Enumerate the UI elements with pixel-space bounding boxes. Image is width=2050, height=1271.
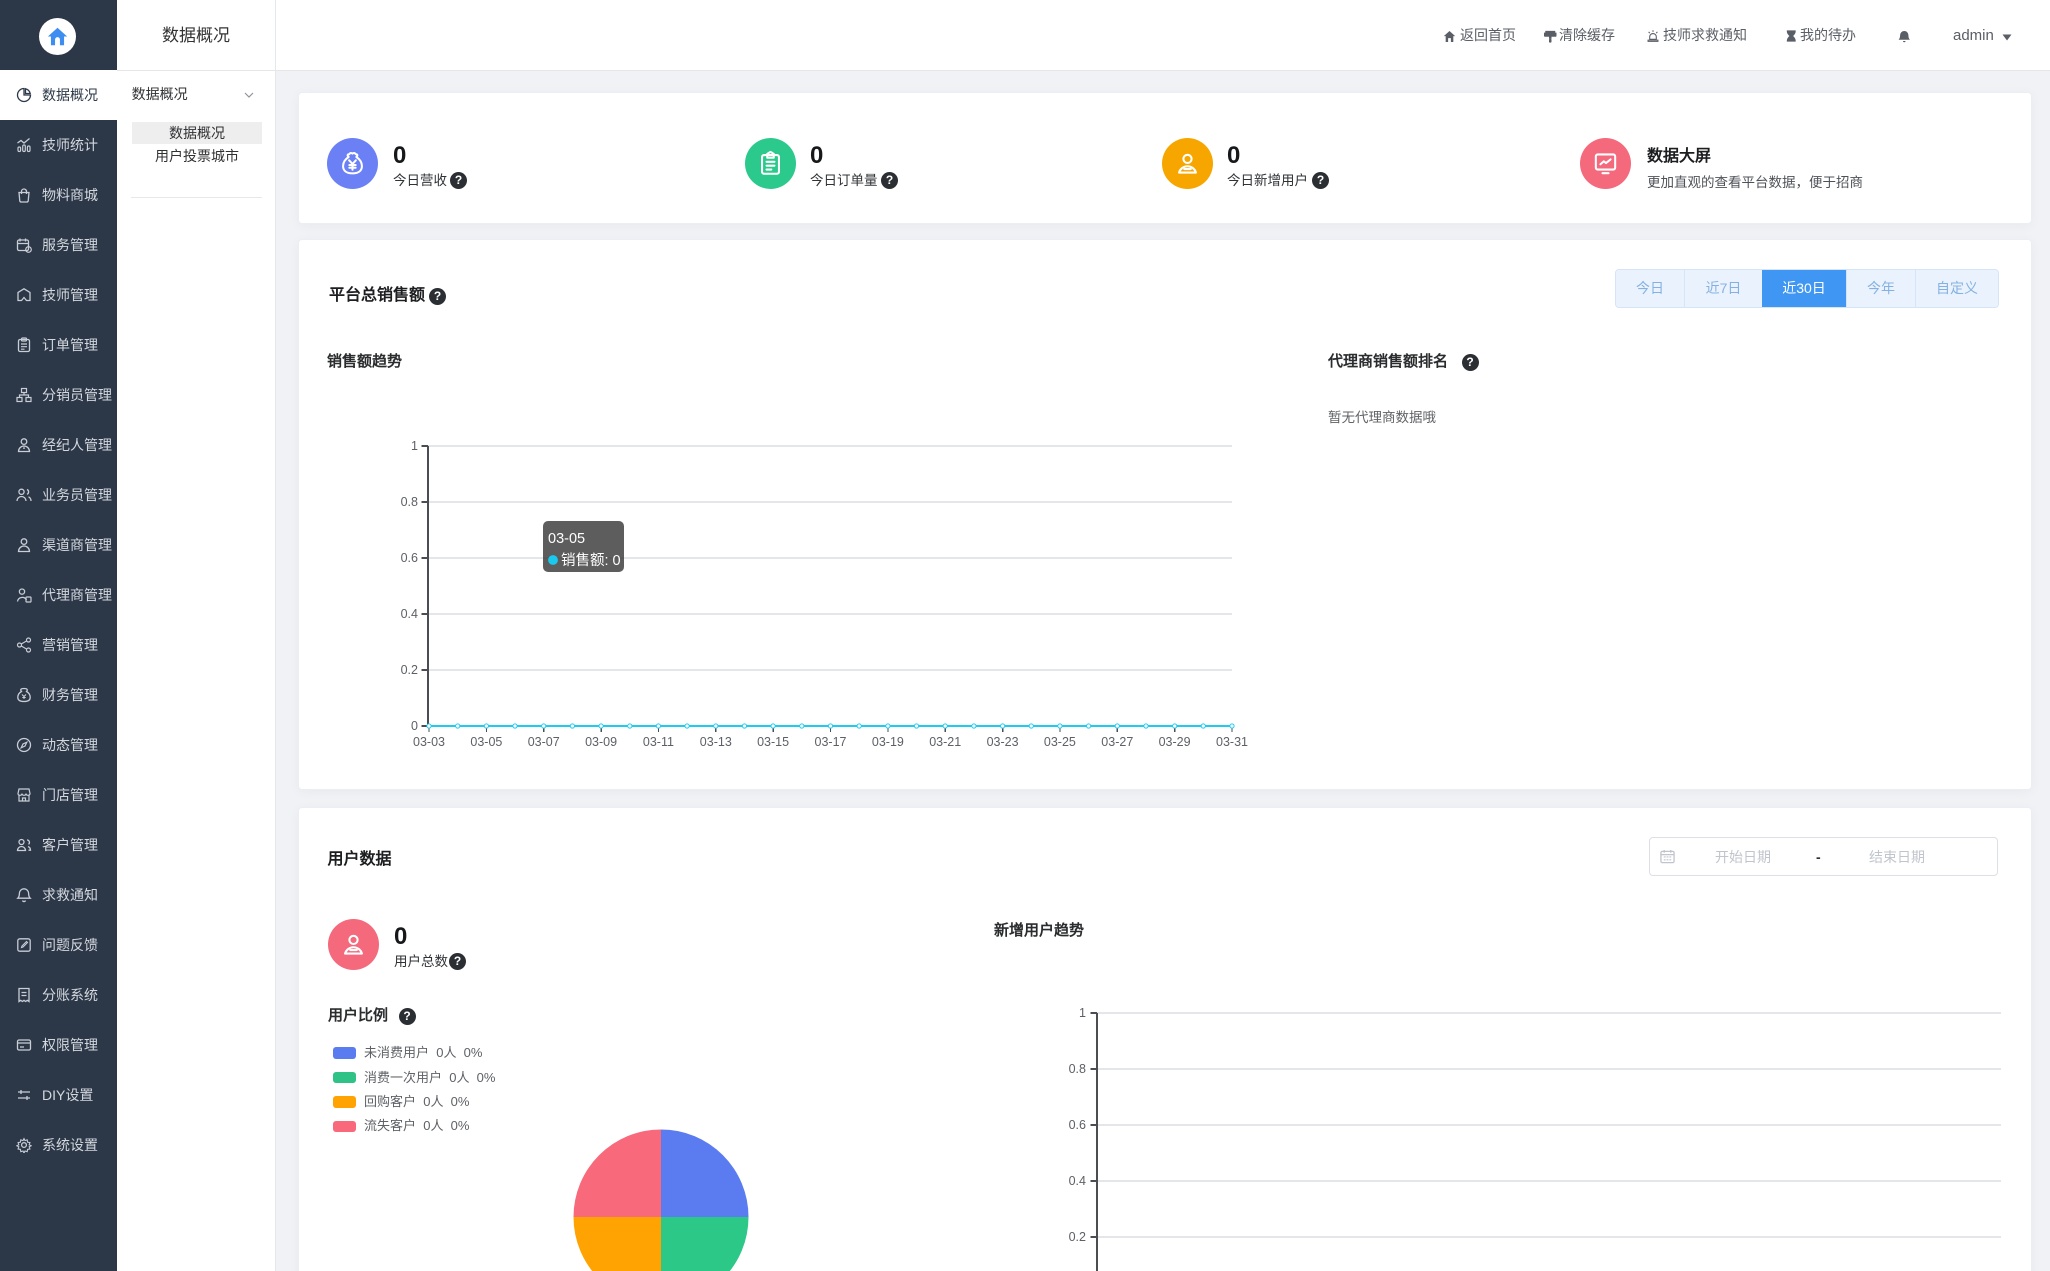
svg-text:1: 1 <box>1079 1006 1086 1020</box>
svg-text:销售额: 0: 销售额: 0 <box>561 552 621 569</box>
svg-text:03-13: 03-13 <box>700 735 732 749</box>
svg-text:03-19: 03-19 <box>872 735 904 749</box>
svg-text:03-31: 03-31 <box>1216 735 1248 749</box>
svg-text:03-11: 03-11 <box>643 735 674 749</box>
svg-text:0.6: 0.6 <box>401 551 418 565</box>
svg-text:0.6: 0.6 <box>1069 1118 1086 1132</box>
svg-text:03-03: 03-03 <box>413 735 445 749</box>
svg-text:1: 1 <box>411 439 418 453</box>
svg-text:03-27: 03-27 <box>1101 735 1133 749</box>
svg-text:0: 0 <box>411 719 418 733</box>
svg-text:03-05: 03-05 <box>470 735 502 749</box>
svg-text:03-09: 03-09 <box>585 735 617 749</box>
svg-text:03-25: 03-25 <box>1044 735 1076 749</box>
svg-text:0.8: 0.8 <box>401 495 418 509</box>
svg-text:03-15: 03-15 <box>757 735 789 749</box>
svg-text:03-23: 03-23 <box>987 735 1019 749</box>
svg-text:0.4: 0.4 <box>401 607 418 621</box>
svg-text:03-17: 03-17 <box>815 735 847 749</box>
svg-text:03-07: 03-07 <box>528 735 560 749</box>
svg-text:03-21: 03-21 <box>929 735 961 749</box>
svg-text:0.2: 0.2 <box>1069 1230 1086 1244</box>
svg-text:0.8: 0.8 <box>1069 1062 1086 1076</box>
svg-text:0.4: 0.4 <box>1069 1174 1086 1188</box>
svg-text:03-29: 03-29 <box>1159 735 1191 749</box>
svg-text:0.2: 0.2 <box>401 663 418 677</box>
svg-text:03-05: 03-05 <box>548 531 585 547</box>
